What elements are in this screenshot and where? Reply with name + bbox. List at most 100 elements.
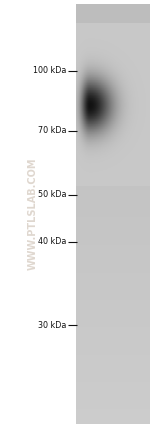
Bar [76, 93, 150, 95]
Bar [76, 68, 150, 69]
Bar [76, 237, 150, 238]
Bar [76, 194, 150, 195]
Bar [76, 400, 150, 401]
Bar [76, 359, 150, 360]
Bar [76, 98, 150, 99]
Bar [76, 336, 150, 337]
Bar [76, 403, 150, 404]
Bar [76, 59, 150, 60]
Bar [76, 231, 150, 232]
Bar [76, 154, 150, 155]
Bar [76, 375, 150, 377]
Bar [76, 307, 150, 308]
Bar [76, 103, 150, 104]
Bar [76, 44, 150, 45]
Bar [76, 148, 150, 149]
Bar [76, 362, 150, 363]
Bar [76, 317, 150, 318]
Bar [76, 232, 150, 233]
Bar [76, 177, 150, 178]
Bar [76, 406, 150, 407]
Bar [76, 321, 150, 322]
Bar [76, 43, 150, 44]
Bar [76, 150, 150, 151]
Bar [76, 196, 150, 197]
Bar [76, 113, 150, 114]
Bar [76, 221, 150, 223]
Bar [76, 293, 150, 294]
Bar [76, 155, 150, 156]
Bar [76, 358, 150, 359]
Bar [76, 285, 150, 286]
Bar [76, 193, 150, 194]
Bar [76, 408, 150, 409]
Bar [76, 91, 150, 92]
Bar [76, 122, 150, 123]
Bar [76, 331, 150, 333]
Bar [76, 278, 150, 279]
Bar [76, 325, 150, 326]
Bar [76, 233, 150, 234]
Bar [76, 152, 150, 153]
Bar [76, 34, 150, 35]
Bar [76, 247, 150, 249]
Bar [76, 170, 150, 171]
Bar [76, 276, 150, 277]
Bar [76, 212, 150, 213]
Bar [76, 86, 150, 87]
Bar [76, 42, 150, 43]
Bar [76, 129, 150, 130]
Bar [76, 128, 150, 129]
Bar [76, 316, 150, 317]
Bar [76, 342, 150, 343]
Bar [76, 24, 150, 25]
Bar [76, 214, 150, 215]
Bar [76, 348, 150, 349]
Bar [76, 314, 150, 315]
Bar [76, 340, 150, 341]
Bar [76, 339, 150, 340]
Bar [76, 242, 150, 244]
Bar [76, 137, 150, 139]
Bar [76, 153, 150, 154]
Bar [76, 85, 150, 86]
Bar [76, 132, 150, 133]
Bar [76, 310, 150, 312]
Bar [76, 79, 150, 80]
Bar [76, 274, 150, 275]
Bar [76, 377, 150, 379]
Bar [76, 145, 150, 146]
Bar [76, 111, 150, 112]
Bar [76, 338, 150, 339]
Bar [76, 398, 150, 400]
Bar [76, 413, 150, 414]
Bar [76, 99, 150, 100]
Bar [76, 188, 150, 189]
Bar [76, 123, 150, 124]
Bar [76, 305, 150, 306]
Bar [76, 149, 150, 150]
Bar [76, 364, 150, 365]
Bar [76, 284, 150, 285]
Bar [76, 236, 150, 237]
Bar [76, 286, 150, 288]
Bar [76, 26, 150, 27]
Bar [76, 251, 150, 252]
Bar [76, 87, 150, 88]
Bar [76, 95, 150, 97]
Bar [76, 191, 150, 192]
Bar [76, 326, 150, 327]
Bar [76, 21, 150, 22]
Bar [76, 28, 150, 30]
Bar [76, 5, 150, 6]
Bar [76, 189, 150, 190]
Bar [76, 220, 150, 221]
Text: 70 kDa: 70 kDa [38, 126, 67, 135]
Bar [76, 370, 150, 372]
Bar [76, 319, 150, 320]
Bar [76, 299, 150, 300]
Bar [76, 289, 150, 291]
Bar [76, 209, 150, 210]
Bar [76, 347, 150, 348]
Bar [76, 324, 150, 325]
